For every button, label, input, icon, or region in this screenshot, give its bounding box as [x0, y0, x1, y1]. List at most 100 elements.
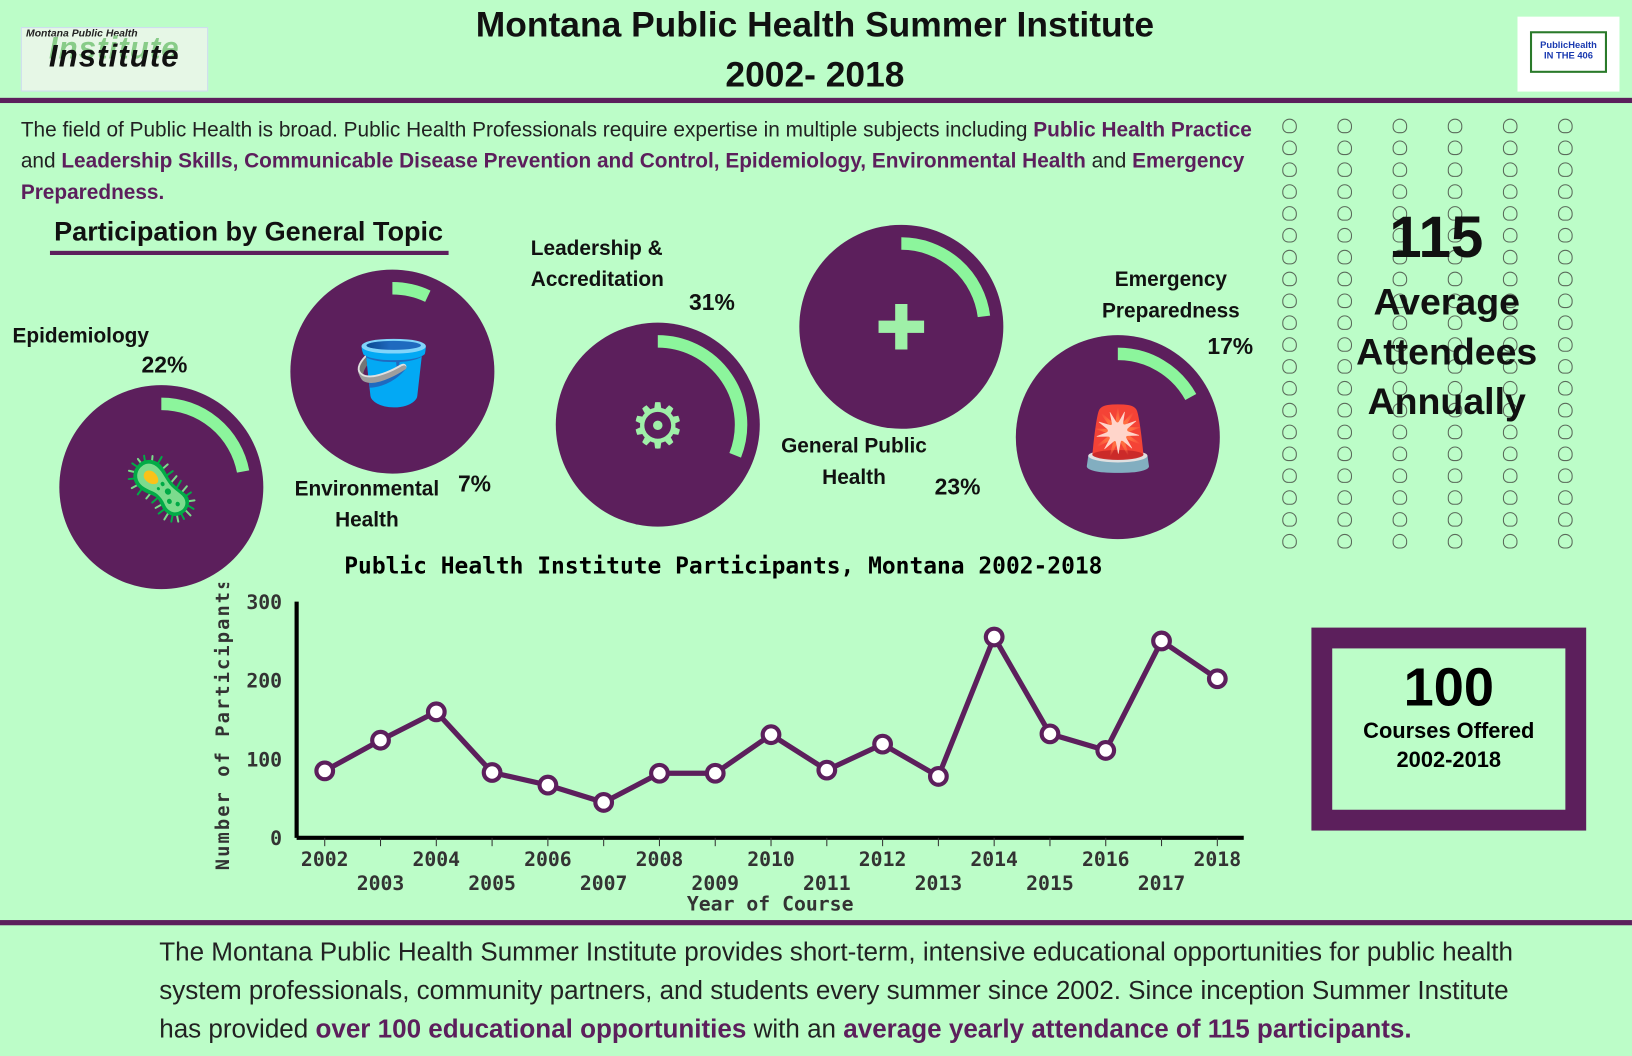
siren-icon: 🚨 [1079, 403, 1157, 474]
graduate-icon [1282, 446, 1297, 462]
data-point [760, 724, 782, 746]
graduate-icon [1558, 227, 1573, 243]
x-tick-label: 2007 [580, 872, 628, 895]
graduate-icon [1337, 533, 1352, 549]
graduate-icon [1447, 249, 1463, 265]
graduate-icon [1392, 490, 1408, 505]
graduate-icon [1282, 140, 1297, 156]
x-tick-label: 2015 [1026, 872, 1074, 895]
graduate-icon [1282, 380, 1297, 396]
x-tick-label: 2011 [803, 872, 851, 895]
graduate-icon [1558, 293, 1573, 309]
data-point [1039, 723, 1061, 745]
x-tick-label: 2018 [1194, 848, 1242, 871]
data-point [593, 791, 615, 813]
label-epidemiology: Epidemiology [12, 324, 149, 348]
data-point [1151, 630, 1172, 652]
graduate-icon [1447, 271, 1463, 287]
topic-donut: 🚨 [1015, 335, 1220, 540]
graduate-icon [1392, 271, 1408, 287]
graduate-icon [1282, 271, 1297, 287]
donut-progress-arc [392, 282, 431, 302]
courses-box: 100 Courses Offered 2002-2018 [1311, 627, 1587, 831]
graduate-icon [1282, 162, 1297, 177]
donut-progress-arc [1117, 347, 1197, 401]
graduate-icon [1447, 337, 1463, 352]
donut-circle [290, 269, 495, 474]
topics-underline [49, 250, 449, 255]
x-tick-label: 2013 [915, 872, 963, 895]
graduate-icon [1447, 380, 1463, 396]
topics-heading: Participation by General Topic [54, 215, 444, 247]
graduate-icon [1392, 424, 1408, 440]
graduate-icon [1502, 380, 1518, 396]
x-tick-label: 2008 [636, 848, 684, 871]
graduate-icon [1282, 315, 1297, 330]
graduate-icon [1337, 424, 1352, 440]
graduate-icon [1337, 359, 1352, 374]
graduate-icon [1502, 293, 1518, 309]
graduate-icon [1337, 468, 1352, 483]
label-environmental: Environmental Health [294, 477, 440, 532]
graduate-icon [1447, 140, 1463, 156]
graduate-icon [1392, 533, 1408, 549]
graduate-icon [1447, 446, 1463, 462]
topic-donut: ⚙ [555, 322, 760, 527]
graduate-icon [1337, 315, 1352, 330]
graduate-icon [1392, 446, 1408, 462]
head-gear-icon: ⚙ [630, 392, 686, 462]
graduate-icon [1447, 118, 1463, 134]
graduate-icon [1558, 446, 1573, 462]
graduate-icon [1337, 271, 1352, 287]
attendees-number: 115 [1389, 203, 1484, 270]
shield-cross-icon: ✚ [875, 294, 927, 364]
graduate-icon [1337, 140, 1352, 156]
graduate-icon [1502, 140, 1518, 156]
graduate-icon [1502, 227, 1518, 243]
graduate-icon [1392, 184, 1408, 199]
graduate-icon [1558, 118, 1573, 134]
x-tick-label: 2014 [970, 848, 1018, 871]
graduate-icon [1502, 490, 1518, 505]
graduate-icon [1447, 512, 1463, 527]
x-tick-label: 2009 [691, 872, 739, 895]
data-point [537, 774, 559, 796]
graduate-icon [1392, 359, 1408, 374]
header-divider [0, 97, 1632, 104]
left-logo: Montana Public Health Institute [20, 27, 209, 92]
data-point [370, 729, 391, 751]
graduate-icon [1392, 140, 1408, 156]
graduate-icon [1502, 512, 1518, 527]
graduate-icon [1447, 490, 1463, 505]
y-tick-label: 100 [246, 748, 282, 771]
graduate-icon [1447, 402, 1463, 418]
x-tick-label: 2006 [524, 848, 572, 871]
topic-donut: ✚ [799, 224, 1004, 429]
graduate-icon [1558, 184, 1573, 199]
graduate-icon [1282, 206, 1297, 221]
pct-general: 23% [934, 473, 981, 500]
graduate-icon [1558, 337, 1573, 352]
graduate-icon [1447, 315, 1463, 330]
graduate-icon [1392, 206, 1408, 221]
graduate-icon [1447, 468, 1463, 483]
courses-number: 100 [1403, 657, 1494, 719]
topic-donut: 🦠 [59, 385, 264, 590]
graduate-icon [1558, 359, 1573, 374]
footer-text: The Montana Public Health Summer Institu… [159, 937, 1513, 1044]
graduate-icon [1282, 184, 1297, 199]
graduate-icon [1282, 337, 1297, 352]
graduate-icon [1558, 140, 1573, 156]
x-tick-label: 2016 [1082, 848, 1130, 871]
x-tick-label: 2002 [301, 848, 349, 871]
graduate-icon [1447, 162, 1463, 177]
graduate-icon [1282, 533, 1297, 549]
data-point [1095, 740, 1117, 761]
graduate-icon [1502, 468, 1518, 483]
graduate-icon [1392, 293, 1408, 309]
graduate-icon [1502, 162, 1518, 177]
graduate-icon [1337, 337, 1352, 352]
data-point [481, 762, 503, 783]
data-point [1206, 668, 1228, 690]
graduate-icon [1282, 359, 1297, 374]
